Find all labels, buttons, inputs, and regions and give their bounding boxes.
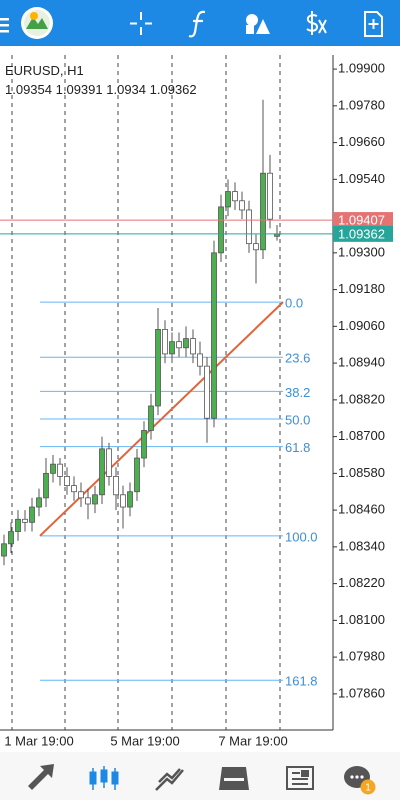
candle-body: [218, 206, 224, 254]
candle-body: [232, 191, 238, 202]
candle-body: [169, 341, 175, 355]
fib-level-label: 61.8: [285, 440, 310, 455]
candle-body: [8, 531, 14, 545]
candle-body: [190, 338, 196, 355]
candle-body: [155, 329, 161, 407]
toolbar: [0, 0, 400, 46]
candle-body: [197, 353, 203, 367]
ohlc-close: 1.09362: [149, 82, 197, 97]
x-tick-label: 7 Mar 19:00: [218, 733, 287, 748]
fib-level-label: 0.0: [285, 296, 303, 311]
candle-body: [204, 365, 210, 419]
y-tick-label: 1.09900: [338, 61, 385, 76]
y-tick-label: 1.08580: [338, 465, 385, 480]
bottom-nav: [0, 752, 400, 800]
ohlc-open: 1.09354: [5, 82, 52, 97]
candle-body: [64, 476, 70, 487]
candle-body: [148, 405, 154, 431]
y-tick-label: 1.08460: [338, 502, 385, 517]
fib-level-label: 100.0: [285, 529, 318, 544]
y-tick-label: 1.09180: [338, 281, 385, 296]
quotes-tab[interactable]: [28, 764, 54, 790]
candle-body: [106, 448, 112, 477]
trade-tab[interactable]: [155, 768, 184, 791]
fib-level-label: 50.0: [285, 412, 310, 427]
crosshair-icon[interactable]: [130, 12, 152, 35]
new-order-icon[interactable]: [364, 11, 383, 37]
y-tick-label: 1.09780: [338, 97, 385, 112]
ohlc-low: 1.0934: [106, 82, 147, 97]
y-tick-label: 1.08340: [338, 538, 385, 553]
price-label: 1.09407: [338, 213, 385, 228]
fib-level-label: 23.6: [285, 351, 310, 366]
candle-body: [141, 430, 147, 459]
candle-body: [253, 243, 259, 251]
candle-body: [15, 518, 21, 532]
candle-body: [29, 506, 35, 523]
y-tick-label: 1.07980: [338, 649, 385, 664]
candle-body: [134, 457, 140, 493]
menu-icon[interactable]: [0, 18, 9, 33]
chart-tab[interactable]: [89, 766, 119, 790]
y-tick-label: 1.09660: [338, 134, 385, 149]
ohlc-info: 1.09354 1.09391 1.0934 1.09362: [5, 82, 197, 97]
candle-body: [246, 209, 252, 245]
y-tick-label: 1.08940: [338, 355, 385, 370]
candle-body: [113, 476, 119, 496]
price-label-bg: [333, 212, 393, 229]
candle-body: [36, 497, 42, 508]
notification-badge: 1: [365, 783, 371, 794]
candle-body: [22, 518, 28, 523]
candle-body: [211, 252, 217, 419]
time-grid: [11, 55, 281, 730]
ohlc-high: 1.09391: [55, 82, 103, 97]
x-tick-label: 1 Mar 19:00: [4, 733, 73, 748]
candle-body: [260, 172, 266, 251]
price-label-bg: [333, 225, 393, 242]
candle-body: [225, 191, 231, 208]
y-tick-label: 1.09540: [338, 171, 385, 186]
candle-body: [50, 463, 56, 474]
indicators-icon[interactable]: [188, 10, 206, 38]
candle-body: [43, 472, 49, 499]
candle-body: [162, 329, 168, 355]
candle-body: [183, 338, 189, 349]
candle-body: [92, 494, 98, 505]
candle-body: [71, 485, 77, 493]
candle-body: [127, 491, 133, 508]
candle-body: [85, 497, 91, 505]
symbol-label: EURUSD, H1: [5, 63, 84, 78]
trade-icon[interactable]: [306, 11, 327, 35]
candle-body: [267, 172, 273, 220]
chat-tab[interactable]: 1: [344, 766, 376, 795]
y-tick-label: 1.07860: [338, 685, 385, 700]
y-tick-label: 1.08700: [338, 428, 385, 443]
candle-body: [78, 491, 84, 499]
y-tick-label: 1.09300: [338, 244, 385, 259]
y-tick-label: 1.08100: [338, 612, 385, 627]
app-logo[interactable]: [21, 7, 53, 39]
candle-body: [239, 200, 245, 211]
y-tick-label: 1.09060: [338, 318, 385, 333]
objects-icon[interactable]: [246, 14, 270, 34]
candle-body: [1, 543, 7, 557]
history-tab[interactable]: [219, 767, 249, 790]
price-label: 1.09362: [338, 226, 385, 241]
fib-level-label: 38.2: [285, 385, 310, 400]
candle-body: [99, 448, 105, 496]
y-tick-label: 1.08220: [338, 575, 385, 590]
fib-level-label: 161.8: [285, 674, 318, 689]
x-tick-label: 5 Mar 19:00: [110, 733, 179, 748]
candle-body: [57, 463, 63, 477]
candle-body: [176, 341, 182, 349]
candle-body: [120, 494, 126, 508]
news-tab[interactable]: [286, 766, 314, 790]
y-tick-label: 1.08820: [338, 391, 385, 406]
